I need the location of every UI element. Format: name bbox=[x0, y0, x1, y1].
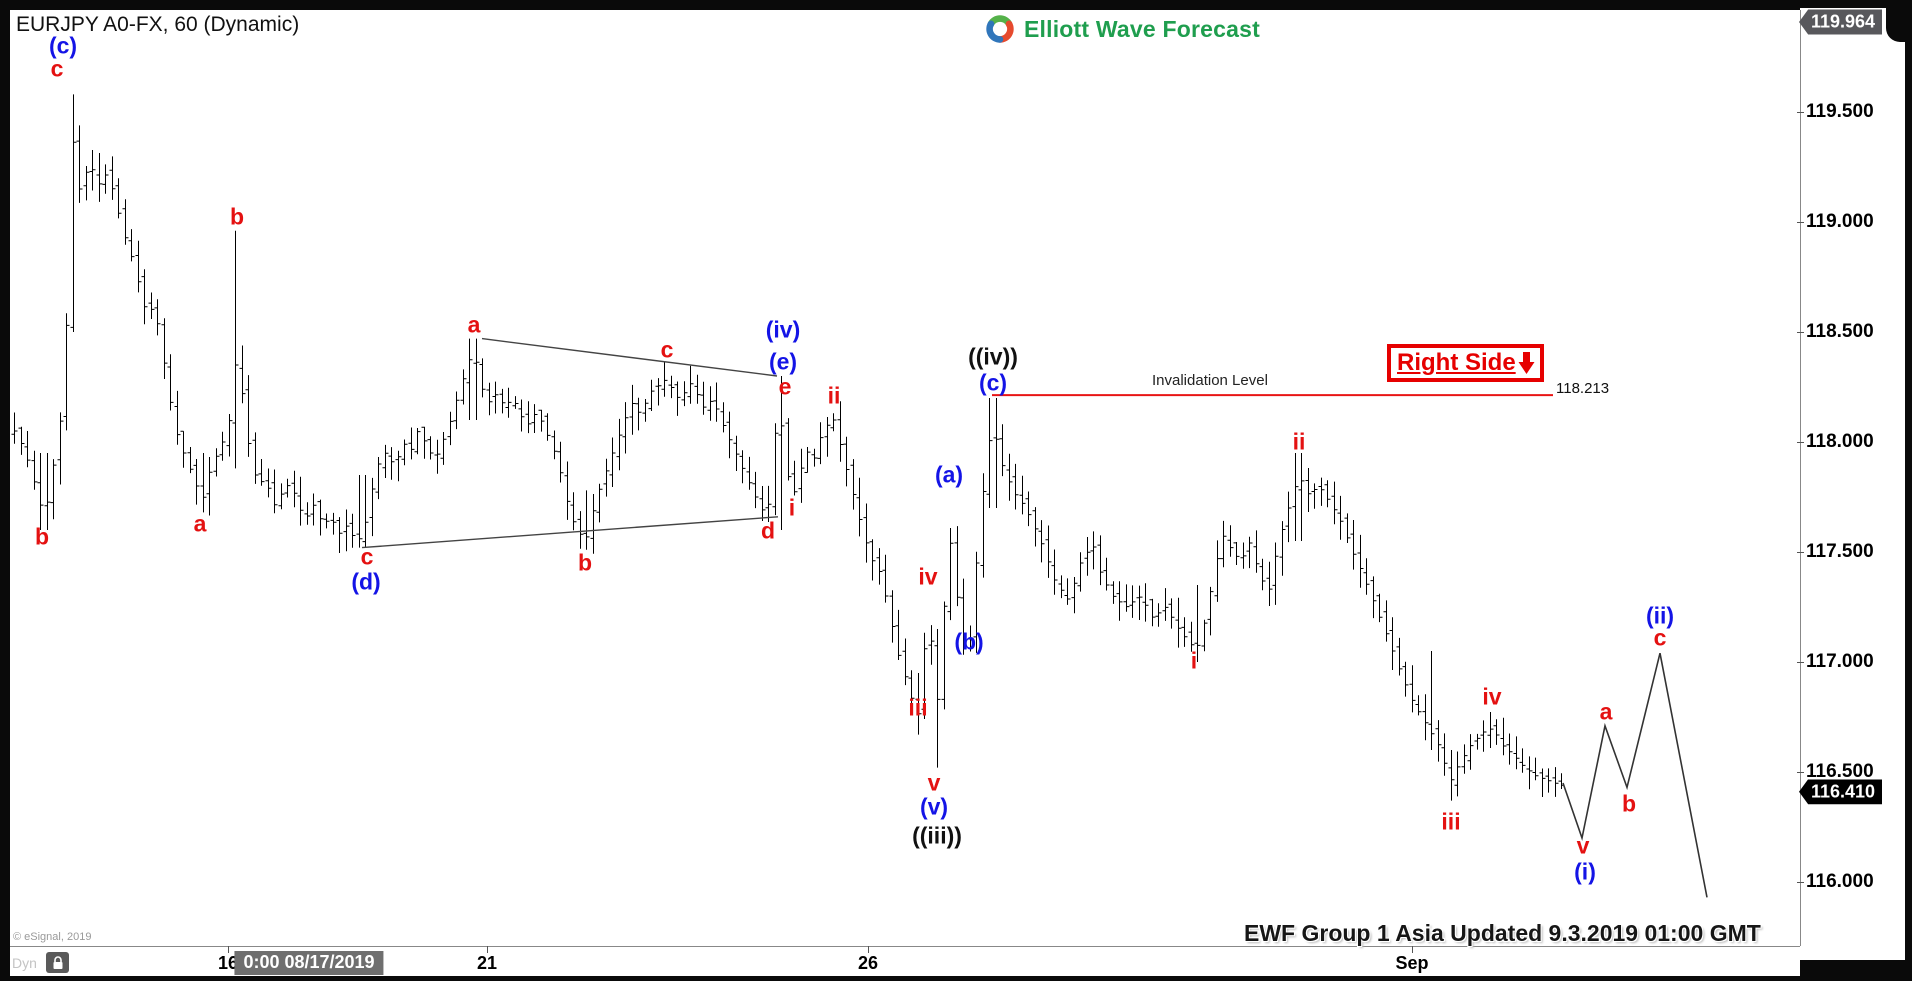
invalidation-level-label: Invalidation Level bbox=[1152, 372, 1268, 389]
chart-plot-area[interactable] bbox=[10, 10, 1800, 976]
right-side-callout: Right Side bbox=[1387, 344, 1544, 382]
logo-swirl-icon bbox=[986, 15, 1014, 43]
brand-logo: Elliott Wave Forecast bbox=[983, 12, 1260, 46]
date-marker-tag: 0:00 08/17/2019 bbox=[234, 951, 384, 975]
invalidation-level-price: 118.213 bbox=[1556, 380, 1610, 397]
dynamic-mode-label: Dyn bbox=[12, 955, 37, 971]
right-side-label: Right Side bbox=[1397, 349, 1516, 376]
window-corner-decoration bbox=[1886, 0, 1912, 42]
chart-title: EURJPY A0-FX, 60 (Dynamic) bbox=[16, 13, 300, 36]
down-arrow-icon bbox=[1518, 352, 1535, 374]
copyright-text: © eSignal, 2019 bbox=[13, 931, 92, 943]
lock-icon[interactable] bbox=[46, 952, 69, 973]
watermark-text: EWF Group 1 Asia Updated 9.3.2019 01:00 … bbox=[1244, 920, 1761, 946]
brand-logo-text: Elliott Wave Forecast bbox=[1024, 15, 1260, 42]
price-axis-pane[interactable] bbox=[1800, 8, 1905, 960]
